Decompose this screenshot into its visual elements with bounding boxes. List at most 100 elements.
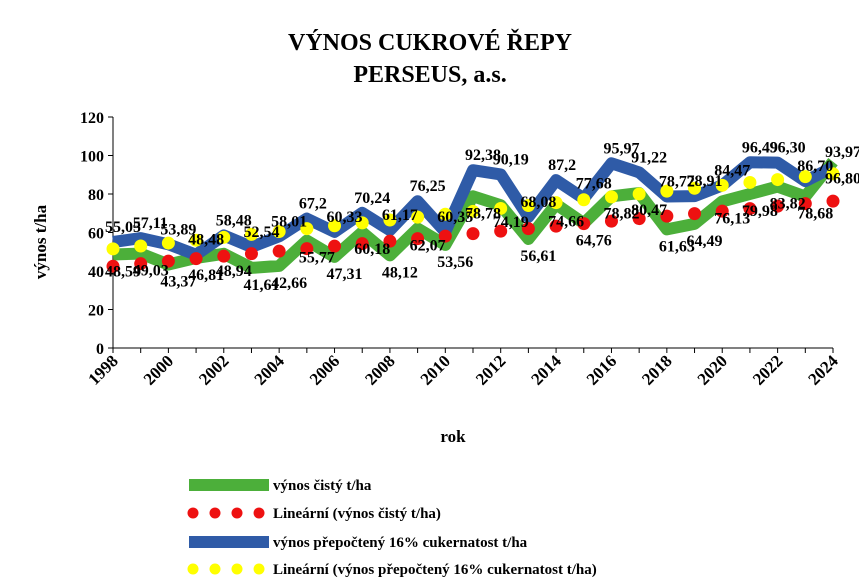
trend-point (272, 244, 286, 258)
data-label: 79,98 (742, 203, 778, 220)
x-tick-label: 2000 (140, 351, 177, 388)
trend-point (798, 170, 812, 184)
data-label: 86,70 (797, 158, 833, 175)
trend-point (411, 210, 425, 224)
trend-point (494, 224, 508, 238)
trend-point (466, 204, 480, 218)
trend-point (715, 178, 729, 192)
x-tick-label: 2014 (527, 351, 565, 389)
data-label: 49,03 (133, 263, 169, 280)
series-line-0 (112, 157, 838, 274)
data-label: 80,47 (631, 202, 667, 219)
trend-point (300, 242, 314, 256)
data-label: 93,97 (825, 144, 859, 161)
y-tick-label: 80 (88, 187, 104, 204)
data-label: 92,38 (465, 147, 501, 164)
x-tick-label: 2006 (306, 351, 343, 388)
trend-point (466, 227, 480, 241)
data-label: 95,97 (603, 140, 639, 157)
legend-label: výnos čistý t/ha (273, 478, 372, 494)
data-label: 60,18 (354, 241, 390, 258)
chart-subtitle: PERSEUS, a.s. (353, 62, 506, 88)
data-label: 48,12 (382, 264, 418, 281)
trend-point (549, 196, 563, 210)
trend-point (161, 254, 175, 268)
legend-swatch-dot (253, 507, 265, 519)
data-label: 90,19 (493, 151, 529, 168)
data-label: 42,66 (271, 275, 307, 292)
data-label: 74,19 (493, 214, 529, 231)
trend-point (494, 201, 508, 215)
data-label: 62,07 (410, 238, 446, 255)
x-tick-label: 2016 (583, 351, 620, 388)
trend-point (272, 225, 286, 239)
y-tick-label: 40 (88, 264, 104, 281)
data-label: 78,78 (465, 205, 501, 222)
x-tick-label: 2002 (195, 351, 232, 388)
trend-point (688, 207, 702, 221)
data-label: 68,08 (520, 194, 556, 211)
trend-point (383, 234, 397, 248)
trend-point (355, 237, 369, 251)
data-label: 96,30 (770, 140, 806, 157)
trend-point (438, 207, 452, 221)
data-label: 48,48 (188, 232, 224, 249)
legend-swatch-dot (187, 507, 199, 519)
data-label: 41,61 (243, 277, 279, 294)
x-tick-label: 2010 (417, 351, 454, 388)
data-label: 96,80 (825, 171, 859, 188)
legend-swatch-dot (231, 507, 243, 519)
legend-swatch-dot (231, 563, 243, 575)
trend-point (604, 214, 618, 228)
trend-point (660, 209, 674, 223)
x-tick-label: 2020 (694, 351, 731, 388)
trend-point (383, 213, 397, 227)
data-label: 48,59 (105, 263, 141, 280)
legend-swatch-dot (209, 507, 221, 519)
data-label: 76,25 (410, 178, 446, 195)
trend-point (771, 173, 785, 187)
data-label: 53,56 (437, 254, 473, 271)
series-line-2 (112, 156, 836, 261)
y-tick-label: 20 (88, 303, 104, 320)
x-tick-label: 2008 (361, 351, 398, 388)
trend-point (134, 257, 148, 271)
x-tick-label: 2018 (638, 351, 675, 388)
trend-point (355, 216, 369, 230)
trend-point (521, 222, 535, 236)
x-tick-label: 2012 (472, 351, 509, 388)
data-label: 60,35 (437, 209, 473, 226)
trend-point (826, 167, 840, 181)
x-tick-label: 2024 (804, 351, 842, 389)
trend-point (604, 190, 618, 204)
trend-point (688, 181, 702, 195)
trend-point (577, 193, 591, 207)
data-label: 58,01 (271, 213, 307, 230)
series-layer (106, 156, 840, 274)
data-label: 64,76 (576, 232, 612, 249)
trend-point (244, 227, 258, 241)
data-label: 77,68 (576, 175, 612, 192)
chart-title: VÝNOS CUKROVÉ ŘEPY (288, 29, 572, 56)
legend-label: Lineární (výnos čistý t/ha) (273, 506, 441, 522)
trend-point (438, 229, 452, 243)
trend-point (328, 219, 342, 233)
legend-label: Lineární (výnos přepočtený 16% cukernato… (273, 562, 597, 578)
trend-point (134, 239, 148, 253)
trend-point (189, 233, 203, 247)
x-tick-label: 2004 (251, 351, 289, 389)
legend-swatch-dot (187, 563, 199, 575)
data-label: 96,49 (742, 139, 778, 156)
data-label: 70,24 (354, 190, 390, 207)
y-tick-label: 100 (80, 149, 104, 166)
trend-point (106, 242, 120, 256)
data-label: 78,91 (687, 173, 723, 190)
data-label: 78,72 (659, 173, 695, 190)
y-tick-label: 60 (88, 226, 104, 243)
data-label: 78,82 (603, 205, 639, 222)
trend-point (743, 175, 757, 189)
data-label: 91,22 (631, 149, 667, 166)
data-label: 56,61 (520, 248, 556, 265)
legend: výnos čistý t/ha Lineární (výnos čistý t/… (187, 478, 597, 578)
